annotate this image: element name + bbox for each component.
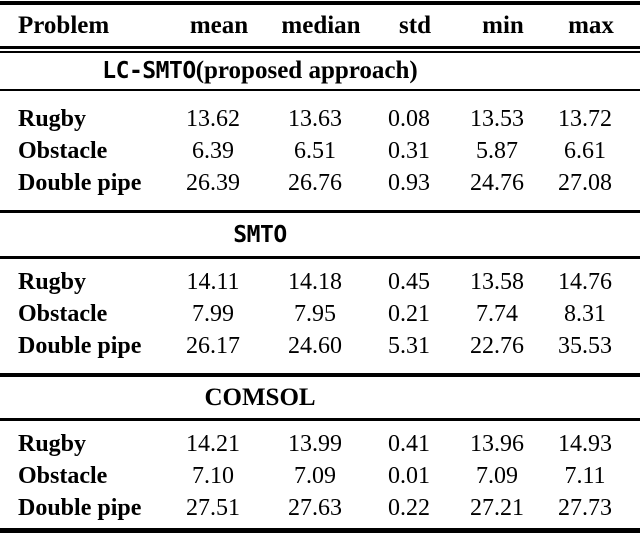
- row-label: Rugby: [18, 268, 87, 295]
- cell-mean: 7.10: [192, 462, 234, 489]
- section-separator-rule: [0, 210, 640, 213]
- cell-std: 0.21: [388, 300, 430, 327]
- cell-median: 7.95: [294, 300, 336, 327]
- table-row-obstacle: Obstacle 6.39 6.51 0.31 5.87 6.61: [0, 135, 640, 167]
- cell-median: 13.63: [288, 105, 342, 132]
- cell-std: 0.01: [388, 462, 430, 489]
- col-header-problem: Problem: [18, 11, 110, 39]
- section-rule: [0, 256, 640, 259]
- row-label: Rugby: [18, 430, 87, 457]
- section-body-lc-smto: Rugby 13.62 13.63 0.08 13.53 13.72 Obsta…: [0, 91, 640, 210]
- cell-median: 14.18: [288, 268, 342, 295]
- table-bottom-rule: [0, 528, 640, 533]
- table-row-obstacle: Obstacle 7.10 7.09 0.01 7.09 7.11: [0, 460, 640, 492]
- cell-min: 5.87: [476, 137, 518, 164]
- table-row-double-pipe: Double pipe 26.39 26.76 0.93 24.76 27.08: [0, 167, 640, 199]
- cell-min: 27.21: [470, 494, 524, 521]
- col-header-std: std: [399, 11, 431, 39]
- col-header-mean: mean: [189, 11, 249, 39]
- row-label: Double pipe: [18, 494, 142, 521]
- cell-mean: 27.51: [186, 494, 240, 521]
- cell-mean: 26.17: [186, 332, 240, 359]
- section-title-serif: (proposed approach): [195, 57, 418, 84]
- cell-min: 24.76: [470, 169, 524, 196]
- section-body-smto: Rugby 14.11 14.18 0.45 13.58 14.76 Obsta…: [0, 259, 640, 373]
- cell-max: 7.11: [564, 462, 606, 489]
- cell-max: 27.08: [558, 169, 612, 196]
- cell-max: 6.61: [564, 137, 606, 164]
- cell-std: 0.31: [388, 137, 430, 164]
- col-header-min: min: [482, 11, 524, 39]
- cell-std: 0.22: [388, 494, 430, 521]
- cell-median: 7.09: [294, 462, 336, 489]
- cell-std: 5.31: [388, 332, 430, 359]
- table-row-double-pipe: Double pipe 27.51 27.63 0.22 27.21 27.73: [0, 492, 640, 524]
- table-row-rugby: Rugby 13.62 13.63 0.08 13.53 13.72: [0, 103, 640, 135]
- cell-median: 24.60: [288, 332, 342, 359]
- cell-mean: 6.39: [192, 137, 234, 164]
- table-header-row: Problem mean median std min max: [0, 5, 640, 46]
- section-title-lc-smto: LC-SMTO (proposed approach): [0, 53, 640, 89]
- row-label: Obstacle: [18, 137, 108, 164]
- cell-max: 14.76: [558, 268, 612, 295]
- section-separator-rule: [0, 373, 640, 377]
- section-title-smto: SMTO: [0, 213, 640, 256]
- table-row-obstacle: Obstacle 7.99 7.95 0.21 7.74 8.31: [0, 298, 640, 330]
- cell-median: 13.99: [288, 430, 342, 457]
- cell-mean: 7.99: [192, 300, 234, 327]
- cell-median: 26.76: [288, 169, 342, 196]
- cell-min: 13.96: [470, 430, 524, 457]
- cell-median: 27.63: [288, 494, 342, 521]
- cell-min: 7.74: [476, 300, 518, 327]
- cell-mean: 26.39: [186, 169, 240, 196]
- col-header-max: max: [568, 11, 614, 39]
- row-label: Double pipe: [18, 332, 142, 359]
- cell-min: 22.76: [470, 332, 524, 359]
- cell-min: 13.58: [470, 268, 524, 295]
- table-row-double-pipe: Double pipe 26.17 24.60 5.31 22.76 35.53: [0, 330, 640, 362]
- cell-std: 0.93: [388, 169, 430, 196]
- cell-median: 6.51: [294, 137, 336, 164]
- section-rule: [0, 418, 640, 421]
- table-row-rugby: Rugby 14.21 13.99 0.41 13.96 14.93: [0, 428, 640, 460]
- cell-std: 0.08: [388, 105, 430, 132]
- cell-max: 27.73: [558, 494, 612, 521]
- col-header-median: median: [281, 11, 361, 39]
- row-label: Obstacle: [18, 300, 108, 327]
- section-title-serif: COMSOL: [204, 383, 316, 411]
- row-label: Rugby: [18, 105, 87, 132]
- row-label: Double pipe: [18, 169, 142, 196]
- section-title-mono: LC-SMTO: [102, 58, 196, 84]
- table-row-rugby: Rugby 14.11 14.18 0.45 13.58 14.76: [0, 266, 640, 298]
- section-title-mono: SMTO: [233, 221, 287, 248]
- cell-max: 13.72: [558, 105, 612, 132]
- cell-min: 7.09: [476, 462, 518, 489]
- cell-mean: 14.21: [186, 430, 240, 457]
- cell-std: 0.41: [388, 430, 430, 457]
- cell-mean: 14.11: [186, 268, 240, 295]
- cell-max: 35.53: [558, 332, 612, 359]
- section-title-comsol: COMSOL: [0, 377, 640, 418]
- cell-std: 0.45: [388, 268, 430, 295]
- cell-max: 14.93: [558, 430, 612, 457]
- row-label: Obstacle: [18, 462, 108, 489]
- section-body-comsol: Rugby 14.21 13.99 0.41 13.96 14.93 Obsta…: [0, 421, 640, 528]
- header-double-rule: [0, 46, 640, 53]
- cell-mean: 13.62: [186, 105, 240, 132]
- table-top-rule: [0, 1, 640, 5]
- section-rule: [0, 89, 640, 91]
- cell-min: 13.53: [470, 105, 524, 132]
- cell-max: 8.31: [564, 300, 606, 327]
